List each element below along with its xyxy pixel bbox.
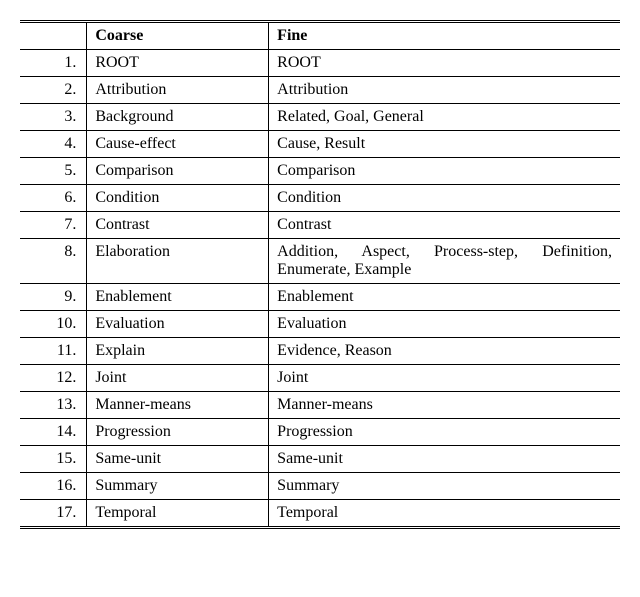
- row-coarse: Manner-means: [87, 392, 269, 419]
- row-fine: Summary: [269, 473, 620, 500]
- row-num: 16.: [20, 473, 87, 500]
- row-num: 9.: [20, 284, 87, 311]
- row-coarse: Comparison: [87, 158, 269, 185]
- row-coarse: Evaluation: [87, 311, 269, 338]
- row-coarse: Joint: [87, 365, 269, 392]
- table-row: 5.ComparisonComparison: [20, 158, 620, 185]
- row-coarse: Progression: [87, 419, 269, 446]
- table-row: 15.Same-unitSame-unit: [20, 446, 620, 473]
- row-fine: Temporal: [269, 500, 620, 528]
- row-num: 5.: [20, 158, 87, 185]
- table-row: 14.ProgressionProgression: [20, 419, 620, 446]
- header-fine: Fine: [269, 22, 620, 50]
- row-num: 13.: [20, 392, 87, 419]
- row-coarse: Background: [87, 104, 269, 131]
- row-fine: Manner-means: [269, 392, 620, 419]
- table-row: 1.ROOTROOT: [20, 50, 620, 77]
- row-fine: Evaluation: [269, 311, 620, 338]
- row-fine: ROOT: [269, 50, 620, 77]
- table-row: 16.SummarySummary: [20, 473, 620, 500]
- table-row: 17.TemporalTemporal: [20, 500, 620, 528]
- row-num: 6.: [20, 185, 87, 212]
- row-coarse: Temporal: [87, 500, 269, 528]
- row-coarse: Cause-effect: [87, 131, 269, 158]
- row-fine: Condition: [269, 185, 620, 212]
- row-coarse: Enablement: [87, 284, 269, 311]
- row-coarse: Attribution: [87, 77, 269, 104]
- row-fine: Joint: [269, 365, 620, 392]
- table-row: 12.JointJoint: [20, 365, 620, 392]
- row-num: 7.: [20, 212, 87, 239]
- row-num: 17.: [20, 500, 87, 528]
- row-fine: Evidence, Reason: [269, 338, 620, 365]
- row-coarse: Explain: [87, 338, 269, 365]
- row-fine: Same-unit: [269, 446, 620, 473]
- table-row: 3.BackgroundRelated, Goal, General: [20, 104, 620, 131]
- row-coarse: Contrast: [87, 212, 269, 239]
- table-row: 9.EnablementEnablement: [20, 284, 620, 311]
- relations-table: Coarse Fine 1.ROOTROOT 2.AttributionAttr…: [20, 20, 620, 529]
- row-num: 12.: [20, 365, 87, 392]
- header-coarse: Coarse: [87, 22, 269, 50]
- table-header-row: Coarse Fine: [20, 22, 620, 50]
- row-coarse: Condition: [87, 185, 269, 212]
- row-fine: Cause, Result: [269, 131, 620, 158]
- row-fine: Related, Goal, General: [269, 104, 620, 131]
- row-coarse: Summary: [87, 473, 269, 500]
- table-row: 7.ContrastContrast: [20, 212, 620, 239]
- table-row: 10.EvaluationEvaluation: [20, 311, 620, 338]
- row-fine: Progression: [269, 419, 620, 446]
- row-num: 8.: [20, 239, 87, 284]
- row-num: 14.: [20, 419, 87, 446]
- row-num: 3.: [20, 104, 87, 131]
- table-row: 11.ExplainEvidence, Reason: [20, 338, 620, 365]
- table-body: 1.ROOTROOT 2.AttributionAttribution 3.Ba…: [20, 50, 620, 528]
- row-fine: Enablement: [269, 284, 620, 311]
- row-num: 15.: [20, 446, 87, 473]
- table-row: 2.AttributionAttribution: [20, 77, 620, 104]
- table-row: 4.Cause-effectCause, Result: [20, 131, 620, 158]
- row-fine: Attribution: [269, 77, 620, 104]
- table-row: 8.ElaborationAddition, Aspect, Process-s…: [20, 239, 620, 284]
- header-num: [20, 22, 87, 50]
- row-num: 1.: [20, 50, 87, 77]
- row-coarse: Elaboration: [87, 239, 269, 284]
- row-num: 10.: [20, 311, 87, 338]
- row-fine: Contrast: [269, 212, 620, 239]
- row-fine: Addition, Aspect, Process-step, Definiti…: [269, 239, 620, 284]
- row-fine: Comparison: [269, 158, 620, 185]
- row-coarse: Same-unit: [87, 446, 269, 473]
- table-row: 13.Manner-meansManner-means: [20, 392, 620, 419]
- row-coarse: ROOT: [87, 50, 269, 77]
- row-num: 11.: [20, 338, 87, 365]
- table-row: 6.ConditionCondition: [20, 185, 620, 212]
- row-num: 4.: [20, 131, 87, 158]
- row-num: 2.: [20, 77, 87, 104]
